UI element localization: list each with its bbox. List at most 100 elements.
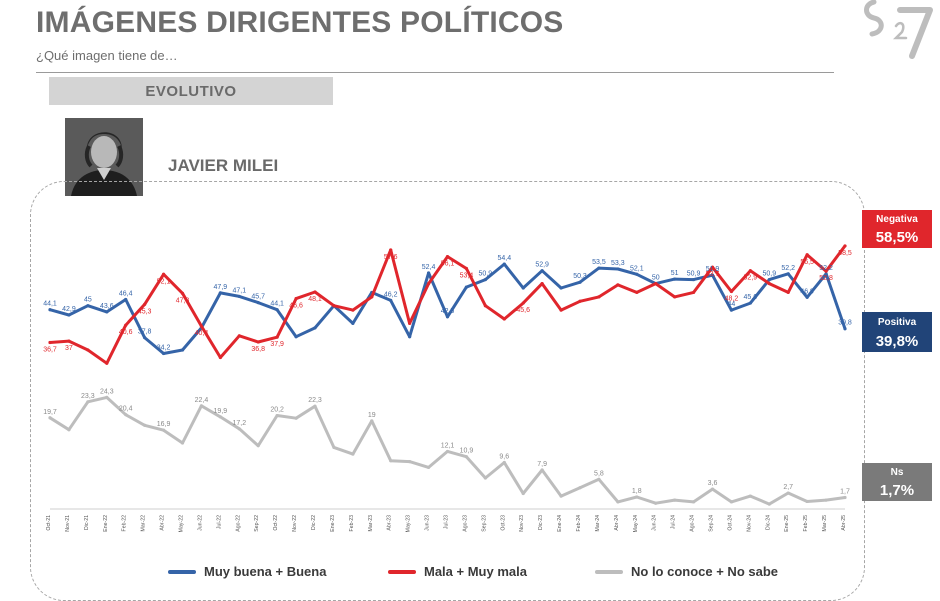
legend-item-positive: Muy buena + Buena: [168, 564, 326, 579]
x-tick-label: Jul-23: [444, 515, 450, 529]
data-point-positive: [445, 315, 450, 319]
x-tick-label: Abr-24: [614, 515, 620, 531]
data-label-positive: 53,5: [592, 259, 606, 266]
data-point-negative: [67, 339, 71, 343]
data-point-unknown: [218, 415, 222, 419]
data-point-negative: [105, 361, 109, 365]
x-tick-label: Oct-23: [500, 515, 506, 531]
data-point-negative: [464, 266, 469, 271]
data-point-unknown: [805, 499, 809, 504]
data-point-unknown: [143, 423, 147, 427]
data-label-unknown: 19,7: [43, 409, 57, 416]
data-point-negative: [161, 272, 166, 276]
data-label-positive: 54,4: [497, 255, 511, 262]
data-point-positive: [597, 266, 601, 270]
x-tick-label: Mar-23: [368, 515, 374, 532]
unknown-badge-value: 1,7%: [879, 482, 915, 499]
data-point-positive: [256, 301, 260, 305]
negative-badge-label: Negativa: [876, 214, 918, 225]
x-tick-label: May-24: [633, 515, 639, 532]
data-point-positive: [143, 336, 147, 340]
page-title: IMÁGENES DIRIGENTES POLÍTICOS: [36, 6, 564, 39]
data-point-unknown: [786, 491, 790, 495]
x-tick-label: Dic-22: [311, 515, 317, 530]
data-point-unknown: [426, 465, 431, 469]
x-tick-label: Feb-25: [803, 515, 809, 532]
data-point-unknown: [673, 498, 677, 502]
data-point-negative: [786, 290, 790, 295]
data-point-positive: [218, 291, 222, 295]
data-point-negative: [370, 295, 374, 299]
data-point-negative: [843, 244, 847, 248]
positive-badge-value: 39,8%: [875, 333, 919, 350]
data-point-positive: [161, 351, 166, 356]
data-point-negative: [540, 281, 544, 286]
data-point-negative: [635, 290, 639, 295]
data-point-negative: [48, 340, 52, 345]
data-point-negative: [408, 321, 412, 326]
data-point-positive: [275, 308, 279, 312]
data-label-negative: 58,5: [838, 250, 852, 257]
data-label-positive: 45,6: [744, 294, 758, 301]
data-point-negative: [237, 334, 241, 338]
data-point-unknown: [370, 419, 374, 423]
x-tick-label: Ene-22: [103, 515, 109, 532]
legend-label-unknown: No lo conoce + No sabe: [631, 564, 779, 579]
negative-badge-value: 58,5%: [875, 229, 919, 246]
negative-badge: Negativa 58,5%: [862, 210, 932, 248]
x-tick-label: Feb-24: [576, 515, 582, 532]
data-label-positive: 51: [671, 270, 679, 277]
x-tick-label: May-22: [179, 515, 185, 532]
tab-evolutivo[interactable]: EVOLUTIVO: [49, 77, 333, 105]
data-point-positive: [124, 297, 128, 302]
data-point-negative: [445, 254, 450, 259]
data-label-negative: 56,1: [441, 261, 455, 268]
data-label-unknown: 22,3: [308, 397, 322, 404]
x-tick-label: Sep-22: [254, 515, 260, 532]
data-label-unknown: 7,9: [537, 461, 547, 468]
data-point-positive: [786, 272, 790, 276]
data-point-negative: [199, 324, 204, 328]
data-point-negative: [180, 291, 185, 295]
x-tick-label: Ago-24: [690, 515, 696, 532]
x-tick-label: Oct-22: [273, 515, 279, 531]
data-point-unknown: [824, 498, 828, 502]
data-label-positive: 44,1: [43, 301, 57, 308]
data-point-unknown: [351, 452, 355, 456]
page-subtitle: ¿Qué imagen tiene de…: [36, 48, 178, 63]
data-point-positive: [351, 321, 355, 326]
data-point-unknown: [445, 449, 450, 454]
data-point-unknown: [237, 427, 241, 431]
data-label-positive: 50,9: [762, 271, 776, 278]
positive-badge: Positiva 39,8%: [862, 312, 932, 352]
data-label-unknown: 5,8: [594, 470, 604, 477]
data-point-negative: [748, 269, 752, 273]
data-point-positive: [578, 280, 582, 284]
x-tick-label: Nov-24: [746, 515, 752, 532]
x-tick-label: Jul-22: [216, 515, 222, 529]
data-point-negative: [578, 299, 582, 303]
data-point-positive: [389, 298, 393, 302]
data-point-negative: [824, 269, 828, 273]
data-point-positive: [843, 327, 847, 331]
unknown-badge: Ns 1,7%: [862, 463, 932, 501]
series-negative: [48, 244, 847, 365]
data-point-unknown: [180, 441, 185, 445]
data-point-unknown: [161, 428, 166, 432]
tab-evolutivo-label: EVOLUTIVO: [145, 82, 237, 100]
x-tick-label: Dic-24: [765, 515, 771, 530]
x-tick-label: Mar-22: [141, 515, 147, 532]
data-point-positive: [483, 277, 487, 282]
data-point-negative: [275, 335, 279, 339]
x-tick-label: Feb-23: [349, 515, 355, 532]
x-tick-label: Sep-23: [481, 515, 487, 532]
x-tick-label: Abr-22: [160, 515, 166, 531]
data-label-positive: 52,1: [630, 265, 644, 272]
data-labels-positive: 44,1 42,9 45 43,6 46,4 37,8 34,2 47,9 47,1 45,7 44…: [43, 255, 852, 351]
legend-item-unknown: No lo conoce + No sabe: [595, 564, 778, 579]
data-point-unknown: [521, 491, 525, 496]
data-point-unknown: [124, 413, 128, 417]
data-point-unknown: [67, 428, 71, 432]
data-point-positive: [502, 262, 506, 266]
